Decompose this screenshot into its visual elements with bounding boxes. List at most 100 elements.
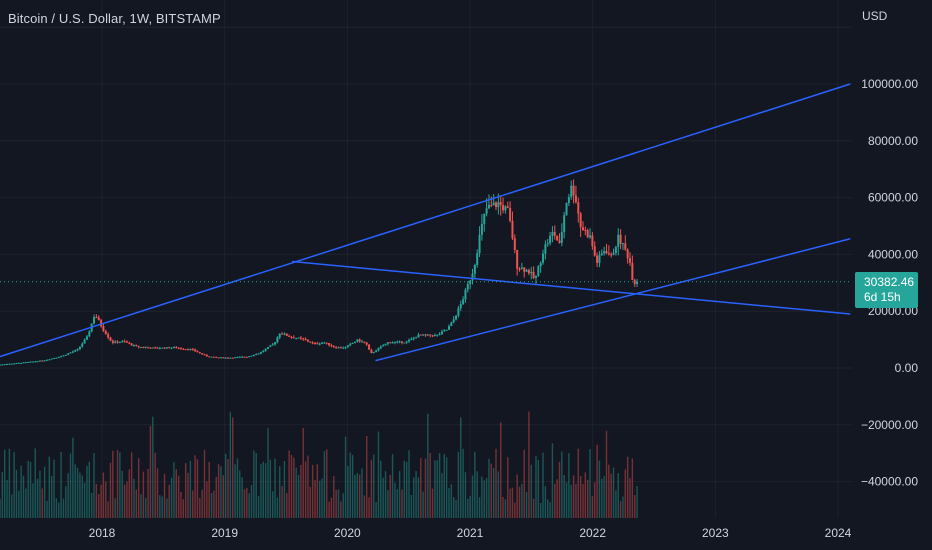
trendlines[interactable] [0, 83, 851, 362]
candle-body [325, 342, 328, 344]
y-tick-label: 100000.00 [861, 77, 918, 91]
candle-body [398, 341, 401, 343]
candle-body [410, 338, 413, 340]
candle-body [1, 364, 4, 366]
volume-bar [326, 449, 328, 518]
candle-body [0, 364, 1, 366]
volume-bar [269, 459, 272, 518]
candle-body [565, 203, 568, 216]
candle-body [271, 344, 274, 346]
candle-body [471, 273, 474, 281]
candle-body [629, 258, 632, 263]
volume-bar [589, 449, 591, 518]
volume-bar [135, 489, 138, 518]
candle-body [81, 343, 84, 347]
candle-body [168, 347, 171, 349]
candle-body [368, 344, 371, 350]
volume-bar [469, 495, 471, 518]
volume-bar [236, 458, 239, 518]
candle-body [393, 341, 396, 343]
volume-bar [316, 464, 319, 518]
trendline[interactable] [375, 238, 851, 362]
candle-body [464, 289, 467, 300]
volume-bar [518, 486, 521, 518]
volume-bar [551, 443, 554, 518]
trendline[interactable] [0, 83, 851, 358]
volume-bar [631, 458, 634, 518]
candle-body [485, 208, 488, 214]
volume-bar [347, 465, 349, 518]
candle-body [264, 348, 267, 351]
candle-body [330, 345, 333, 347]
volume-bar [217, 464, 220, 518]
volume-bar [69, 453, 72, 518]
trendline[interactable] [292, 260, 851, 315]
volume-bar [511, 487, 514, 518]
candle-body [431, 335, 434, 337]
candle-body [443, 330, 446, 332]
candle-body [93, 317, 96, 324]
candle-body [219, 357, 222, 359]
volume-bar [210, 492, 213, 518]
y-tick-label: 40000.00 [868, 247, 918, 261]
volume-bar [152, 416, 154, 518]
candle-body [53, 358, 56, 360]
volume-bar [293, 457, 295, 518]
volume-bar [309, 486, 311, 518]
volume-bar [544, 486, 547, 518]
candle-body [581, 227, 584, 231]
candle-body [313, 342, 316, 344]
candle-body [396, 341, 399, 343]
candle-body [424, 334, 427, 336]
candle-body [109, 337, 112, 341]
volume-bar [417, 477, 420, 518]
volume-bar [241, 477, 243, 518]
volume-bar [612, 467, 615, 518]
candle-body [598, 255, 601, 263]
symbol-title[interactable]: Bitcoin / U.S. Dollar, 1W, BITSTAMP [8, 11, 221, 26]
candle-body [6, 363, 9, 365]
volume-bar [43, 466, 46, 518]
x-tick-label: 2021 [457, 526, 484, 540]
volume-bar [561, 451, 563, 518]
candle-body [511, 220, 514, 239]
volume-bar [86, 465, 88, 518]
candle-body [459, 303, 462, 309]
time-axis[interactable]: 2018 2019 2020 2021 2022 2023 2024 [89, 526, 852, 540]
candle-body [542, 253, 545, 263]
volume-bar [340, 501, 342, 518]
volume-bar [542, 452, 544, 518]
candle-body [560, 232, 563, 243]
candle-body [130, 343, 133, 346]
candle-body [165, 347, 168, 349]
volume-bar [396, 489, 398, 518]
candle-body [612, 252, 615, 255]
volume-bar [182, 499, 185, 518]
volume-bar [535, 455, 537, 518]
price-axis[interactable]: 100000.0080000.0060000.0040000.0020000.0… [861, 77, 918, 489]
volume-bar [3, 449, 6, 518]
volume-bar [626, 456, 629, 518]
volume-bar [488, 458, 490, 518]
volume-bar [603, 476, 605, 518]
candle-body [140, 347, 143, 349]
volume-bar [194, 455, 196, 518]
volume-bar [227, 459, 229, 518]
candle-body [400, 341, 403, 343]
y-tick-label: −20000.00 [861, 418, 918, 432]
volume-bar [563, 475, 565, 518]
candle-body [259, 351, 262, 354]
volume-bar [286, 493, 288, 518]
volume-bar [321, 478, 323, 518]
candle-body [43, 360, 46, 362]
volume-bar [579, 476, 582, 518]
volume-bar [318, 480, 321, 518]
volume-bar [93, 453, 95, 518]
volume-bar [441, 473, 443, 518]
candle-body [572, 185, 575, 196]
candle-body [170, 347, 173, 349]
volume-bar [229, 412, 232, 518]
volume-bar [246, 487, 248, 518]
candle-body [349, 343, 352, 346]
